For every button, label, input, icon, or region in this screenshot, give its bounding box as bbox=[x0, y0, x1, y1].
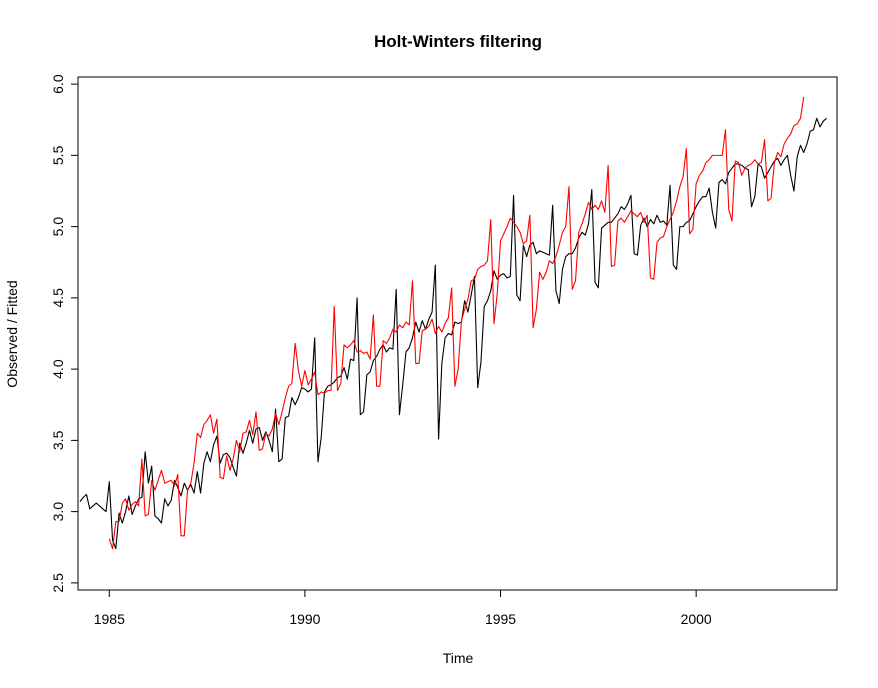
series-layer bbox=[79, 96, 827, 550]
y-tick-label: 5.0 bbox=[50, 217, 66, 237]
x-axis: 1985 1990 1995 2000 bbox=[94, 590, 712, 627]
y-tick-label: 3.5 bbox=[50, 430, 66, 450]
y-tick-label: 4.5 bbox=[50, 288, 66, 308]
x-axis-label: Time bbox=[443, 650, 474, 666]
plot-frame bbox=[77, 76, 838, 591]
chart-title: Holt-Winters filtering bbox=[374, 32, 542, 51]
y-tick-label: 5.5 bbox=[50, 145, 66, 165]
x-tick-label: 1985 bbox=[94, 611, 125, 627]
y-axis-label: Observed / Fitted bbox=[4, 280, 20, 387]
y-tick-label: 6.0 bbox=[50, 74, 66, 94]
fitted-series-line bbox=[108, 96, 805, 550]
y-tick-label: 2.5 bbox=[50, 573, 66, 593]
x-tick-label: 1990 bbox=[289, 611, 320, 627]
x-tick-label: 1995 bbox=[485, 611, 516, 627]
y-tick-label: 3.0 bbox=[50, 502, 66, 522]
x-tick-label: 2000 bbox=[681, 611, 712, 627]
y-tick-label: 4.0 bbox=[50, 359, 66, 379]
y-axis: 2.5 3.0 3.5 4.0 4.5 5.0 5.5 6.0 bbox=[50, 74, 78, 593]
